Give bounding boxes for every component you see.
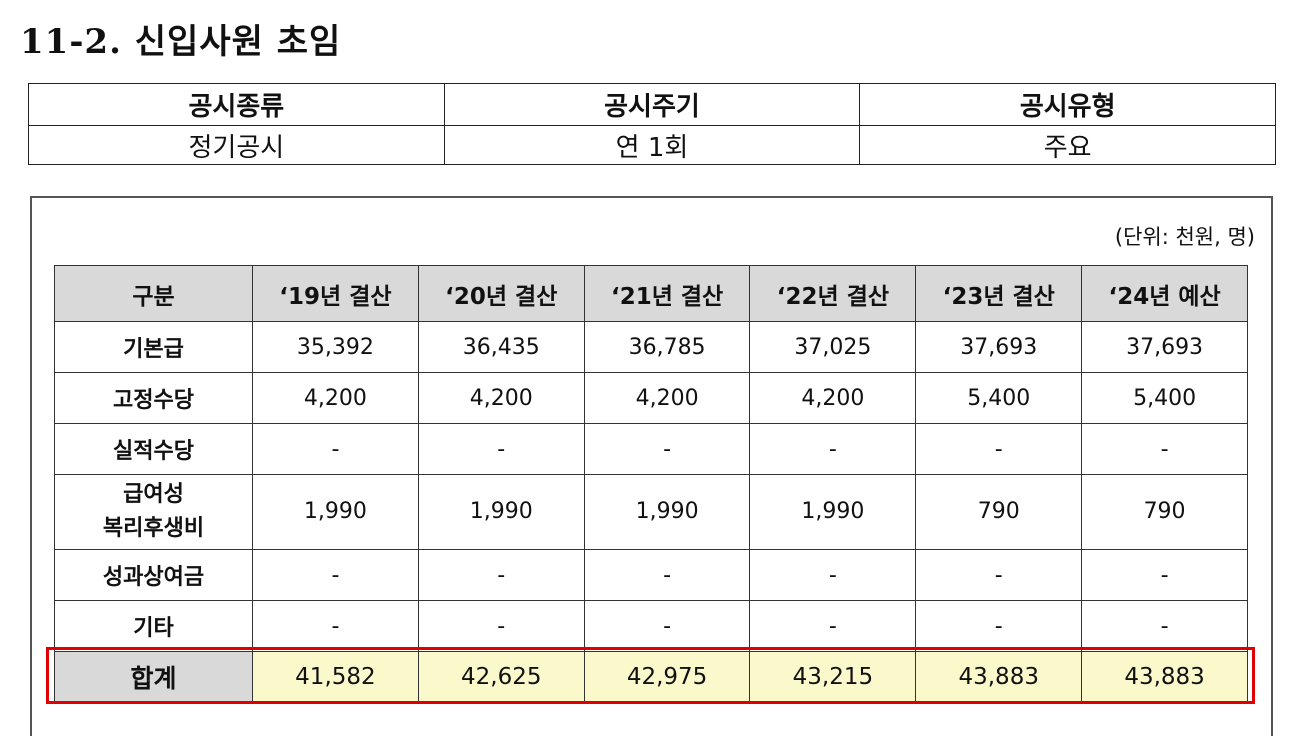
table-cell: 5,400 bbox=[915, 372, 1083, 424]
corner-header: 구분 bbox=[54, 265, 253, 322]
row-label: 기본급 bbox=[54, 321, 253, 373]
table-cell: - bbox=[583, 549, 751, 601]
table-cell: - bbox=[1081, 549, 1248, 601]
table-cell: 1,990 bbox=[583, 474, 751, 550]
table-cell: - bbox=[749, 549, 917, 601]
table-row-total: 합계 41,582 42,625 42,975 43,215 43,883 43… bbox=[54, 651, 1248, 703]
disclosure-category-value: 주요 bbox=[859, 125, 1276, 165]
row-label-line: 급여성 bbox=[123, 481, 184, 507]
table-cell: - bbox=[417, 423, 585, 475]
table-cell: 1,990 bbox=[417, 474, 585, 550]
table-cell: 37,693 bbox=[915, 321, 1083, 373]
column-header: ‘24년 예산 bbox=[1081, 265, 1248, 322]
column-header: ‘23년 결산 bbox=[915, 265, 1083, 322]
total-label: 합계 bbox=[54, 651, 253, 703]
row-label: 성과상여금 bbox=[54, 549, 253, 601]
disclosure-type-header: 공시종류 bbox=[28, 83, 445, 126]
total-cell: 43,883 bbox=[915, 651, 1083, 703]
row-label: 기타 bbox=[54, 600, 253, 652]
total-cell: 43,883 bbox=[1081, 651, 1248, 703]
total-cell: 42,975 bbox=[583, 651, 751, 703]
table-cell: - bbox=[1081, 423, 1248, 475]
table-cell: 5,400 bbox=[1081, 372, 1248, 424]
page-title: 11-2. 신입사원 초임 bbox=[20, 22, 342, 62]
table-cell: 4,200 bbox=[749, 372, 917, 424]
table-row-base-pay: 기본급 35,392 36,435 36,785 37,025 37,693 3… bbox=[54, 321, 1248, 373]
row-label: 고정수당 bbox=[54, 372, 253, 424]
table-cell: 4,200 bbox=[583, 372, 751, 424]
table-cell: - bbox=[749, 423, 917, 475]
salary-header-row: 구분 ‘19년 결산 ‘20년 결산 ‘21년 결산 ‘22년 결산 ‘23년 … bbox=[54, 265, 1248, 322]
table-cell: - bbox=[583, 423, 751, 475]
row-label-line: 복리후생비 bbox=[102, 516, 205, 541]
total-cell: 42,625 bbox=[417, 651, 585, 703]
column-header: ‘22년 결산 bbox=[749, 265, 917, 322]
table-row-bonus: 성과상여금 - - - - - - bbox=[54, 549, 1248, 601]
table-cell: 4,200 bbox=[417, 372, 585, 424]
table-cell: 35,392 bbox=[252, 321, 419, 373]
table-cell: - bbox=[1081, 600, 1248, 652]
table-cell: - bbox=[417, 549, 585, 601]
table-cell: 36,435 bbox=[417, 321, 585, 373]
total-cell: 41,582 bbox=[252, 651, 419, 703]
table-row-performance-allowance: 실적수당 - - - - - - bbox=[54, 423, 1248, 475]
table-cell: 790 bbox=[1081, 474, 1248, 550]
table-row-fixed-allowance: 고정수당 4,200 4,200 4,200 4,200 5,400 5,400 bbox=[54, 372, 1248, 424]
table-cell: 37,025 bbox=[749, 321, 917, 373]
table-cell: 790 bbox=[915, 474, 1083, 550]
content-frame bbox=[30, 196, 1273, 736]
disclosure-category-header: 공시유형 bbox=[859, 83, 1276, 126]
table-cell: - bbox=[252, 423, 419, 475]
disclosure-type-value: 정기공시 bbox=[28, 125, 445, 165]
table-cell: 1,990 bbox=[749, 474, 917, 550]
table-row-other: 기타 - - - - - - bbox=[54, 600, 1248, 652]
disclosure-value-row: 정기공시 연 1회 주요 bbox=[28, 125, 1276, 165]
table-cell: 1,990 bbox=[252, 474, 419, 550]
disclosure-cycle-header: 공시주기 bbox=[443, 83, 861, 126]
disclosure-cycle-value: 연 1회 bbox=[443, 125, 861, 165]
table-cell: - bbox=[417, 600, 585, 652]
table-cell: - bbox=[252, 600, 419, 652]
table-cell: - bbox=[915, 423, 1083, 475]
column-header: ‘19년 결산 bbox=[252, 265, 419, 322]
table-cell: - bbox=[749, 600, 917, 652]
table-cell: - bbox=[915, 549, 1083, 601]
column-header: ‘20년 결산 bbox=[417, 265, 585, 322]
row-label: 실적수당 bbox=[54, 423, 253, 475]
table-cell: - bbox=[915, 600, 1083, 652]
table-cell: - bbox=[583, 600, 751, 652]
unit-note: (단위: 천원, 명) bbox=[1114, 225, 1255, 249]
table-cell: 37,693 bbox=[1081, 321, 1248, 373]
table-cell: - bbox=[252, 549, 419, 601]
salary-table: 구분 ‘19년 결산 ‘20년 결산 ‘21년 결산 ‘22년 결산 ‘23년 … bbox=[54, 265, 1248, 703]
table-cell: 4,200 bbox=[252, 372, 419, 424]
disclosure-header-row: 공시종류 공시주기 공시유형 bbox=[28, 83, 1276, 126]
column-header: ‘21년 결산 bbox=[583, 265, 751, 322]
total-cell: 43,215 bbox=[749, 651, 917, 703]
table-cell: 36,785 bbox=[583, 321, 751, 373]
disclosure-info-table: 공시종류 공시주기 공시유형 정기공시 연 1회 주요 bbox=[28, 83, 1276, 165]
